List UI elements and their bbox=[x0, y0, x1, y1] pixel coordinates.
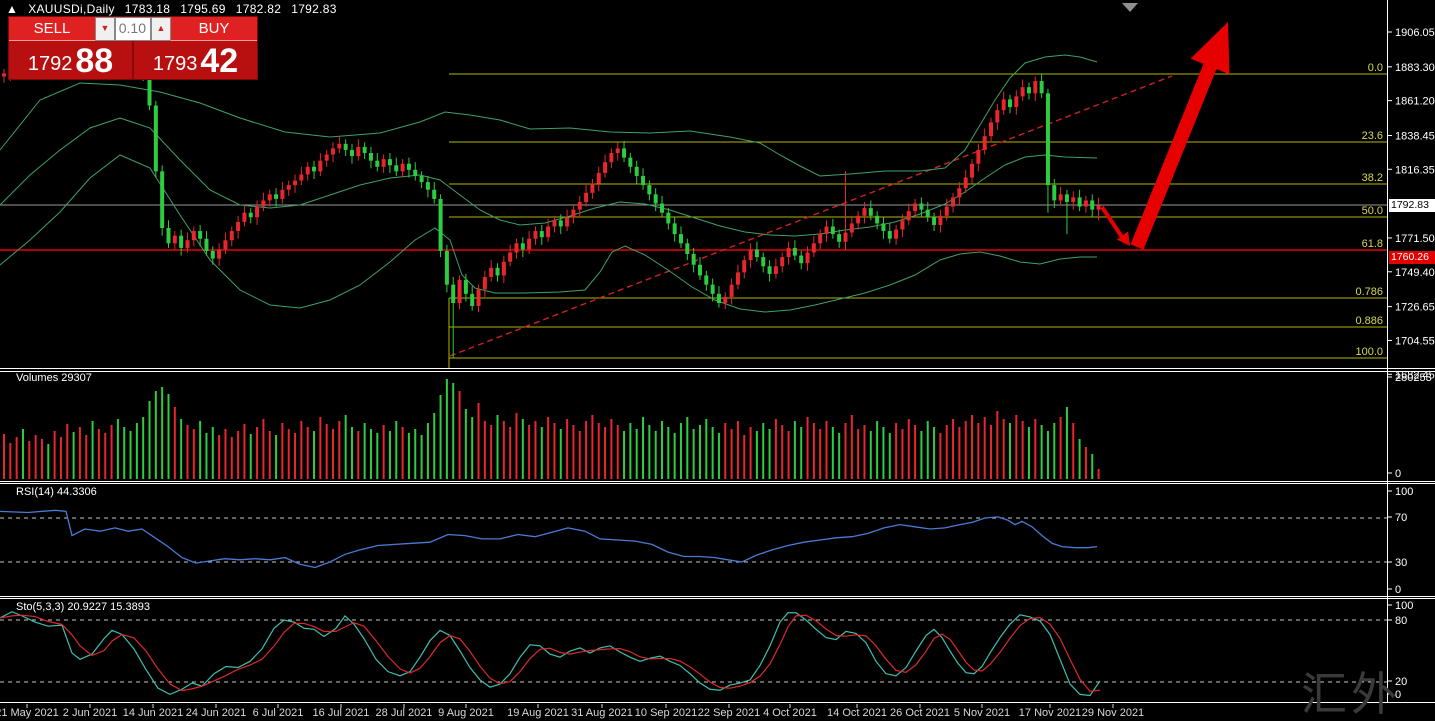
svg-text:1771.50: 1771.50 bbox=[1395, 233, 1435, 245]
svg-text:80: 80 bbox=[1395, 615, 1407, 627]
stochastic-panel bbox=[0, 611, 1387, 697]
svg-text:17 Nov 2021: 17 Nov 2021 bbox=[1019, 707, 1081, 719]
svg-text:50.0: 50.0 bbox=[1362, 205, 1383, 217]
svg-text:61.8: 61.8 bbox=[1362, 238, 1383, 250]
stochastic-indicator-label: Sto(5,3,3) 20.9227 15.3893 bbox=[16, 601, 150, 613]
svg-text:31 Aug 2021: 31 Aug 2021 bbox=[571, 707, 633, 719]
low-value: 1782.82 bbox=[235, 2, 282, 16]
buy-button[interactable]: BUY bbox=[171, 17, 257, 41]
svg-text:1883.30: 1883.30 bbox=[1395, 62, 1435, 74]
svg-text:0: 0 bbox=[1395, 468, 1401, 480]
svg-text:100.0: 100.0 bbox=[1355, 346, 1383, 358]
chart-info-bar: ▲ XAUUSDi,Daily 1783.18 1795.69 1782.82 1792.… bbox=[6, 2, 347, 16]
svg-text:1749.40: 1749.40 bbox=[1395, 267, 1435, 279]
svg-text:9 Aug 2021: 9 Aug 2021 bbox=[438, 707, 494, 719]
sell-price-pips: 88 bbox=[75, 42, 114, 80]
sell-price[interactable]: 1792 88 bbox=[9, 41, 134, 79]
close-value: 1792.83 bbox=[291, 2, 337, 16]
svg-text:28 Jul 2021: 28 Jul 2021 bbox=[376, 707, 433, 719]
svg-text:1906.05: 1906.05 bbox=[1395, 27, 1435, 39]
annotation-arrows bbox=[1100, 22, 1230, 250]
rsi-panel bbox=[0, 509, 1387, 569]
buy-price[interactable]: 1793 42 bbox=[134, 41, 257, 79]
trendline-dashed bbox=[449, 75, 1173, 357]
sell-price-main: 1792 bbox=[27, 53, 73, 75]
lot-decrease-button[interactable]: ▼ bbox=[95, 17, 115, 41]
panel-borders bbox=[0, 0, 1435, 703]
svg-text:0.886: 0.886 bbox=[1355, 315, 1383, 327]
svg-text:1816.35: 1816.35 bbox=[1395, 164, 1435, 176]
svg-text:16 Jul 2021: 16 Jul 2021 bbox=[313, 707, 370, 719]
axis-text-layer: 1906.05 1883.30 1861.20 1838.45 1816.35 1771.… bbox=[0, 27, 1435, 719]
current-price-tag: 1792.83 bbox=[1389, 198, 1435, 212]
svg-text:21 May 2021: 21 May 2021 bbox=[0, 707, 59, 719]
svg-text:30: 30 bbox=[1395, 557, 1407, 569]
svg-text:10 Sep 2021: 10 Sep 2021 bbox=[635, 707, 697, 719]
svg-text:1838.45: 1838.45 bbox=[1395, 130, 1435, 142]
sell-button[interactable]: SELL bbox=[9, 17, 95, 41]
lot-size-input[interactable]: 0.10 bbox=[115, 17, 151, 41]
open-value: 1783.18 bbox=[124, 2, 171, 16]
high-value: 1795.69 bbox=[180, 2, 226, 16]
svg-text:26 Oct 2021: 26 Oct 2021 bbox=[890, 707, 950, 719]
svg-text:2 Jun 2021: 2 Jun 2021 bbox=[63, 707, 117, 719]
lot-increase-button[interactable]: ▲ bbox=[151, 17, 171, 41]
symbol-period-label: XAUUSDi,Daily bbox=[28, 2, 115, 16]
svg-text:4 Oct 2021: 4 Oct 2021 bbox=[763, 707, 817, 719]
svg-text:70: 70 bbox=[1395, 512, 1407, 524]
svg-text:0.0: 0.0 bbox=[1368, 62, 1383, 74]
fibonacci-retracement bbox=[448, 73, 1387, 368]
svg-text:1704.55: 1704.55 bbox=[1395, 335, 1435, 347]
svg-text:0: 0 bbox=[1395, 584, 1401, 596]
buy-price-pips: 42 bbox=[200, 42, 239, 80]
svg-text:6 Jul 2021: 6 Jul 2021 bbox=[253, 707, 304, 719]
svg-text:1726.65: 1726.65 bbox=[1395, 302, 1435, 314]
expand-triangle-icon[interactable]: ▲ bbox=[6, 2, 19, 16]
svg-text:100: 100 bbox=[1395, 486, 1413, 498]
site-watermark: 汇外网 bbox=[1301, 668, 1401, 720]
svg-text:0: 0 bbox=[1395, 689, 1401, 701]
one-click-trade-panel: SELL ▼ 0.10 ▲ BUY 1792 88 1793 42 bbox=[8, 16, 258, 80]
svg-text:5 Nov 2021: 5 Nov 2021 bbox=[954, 707, 1010, 719]
rsi-indicator-label: RSI(14) 44.3306 bbox=[16, 486, 97, 498]
svg-text:20: 20 bbox=[1395, 676, 1407, 688]
svg-text:280253: 280253 bbox=[1395, 372, 1432, 384]
svg-text:100: 100 bbox=[1395, 600, 1413, 612]
svg-text:24 Jun 2021: 24 Jun 2021 bbox=[186, 707, 247, 719]
svg-text:19 Aug 2021: 19 Aug 2021 bbox=[507, 707, 569, 719]
svg-text:38.2: 38.2 bbox=[1362, 172, 1383, 184]
alert-price-tag: 1760.26 bbox=[1389, 251, 1435, 264]
svg-text:23.6: 23.6 bbox=[1362, 130, 1383, 142]
svg-text:0.786: 0.786 bbox=[1355, 286, 1383, 298]
svg-text:14 Oct 2021: 14 Oct 2021 bbox=[827, 707, 887, 719]
volume-indicator-label: Volumes 29307 bbox=[16, 372, 92, 384]
svg-text:29 Nov 2021: 29 Nov 2021 bbox=[1082, 707, 1144, 719]
bollinger-bands bbox=[0, 54, 1098, 313]
svg-text:22 Sep 2021: 22 Sep 2021 bbox=[698, 707, 760, 719]
svg-text:1682.45: 1682.45 bbox=[1395, 369, 1435, 381]
svg-text:1861.20: 1861.20 bbox=[1395, 96, 1435, 108]
svg-text:14 Jun 2021: 14 Jun 2021 bbox=[123, 707, 184, 719]
chart-shift-marker-icon bbox=[1122, 3, 1138, 12]
buy-price-main: 1793 bbox=[152, 53, 198, 75]
volume-bars bbox=[3, 379, 1100, 479]
